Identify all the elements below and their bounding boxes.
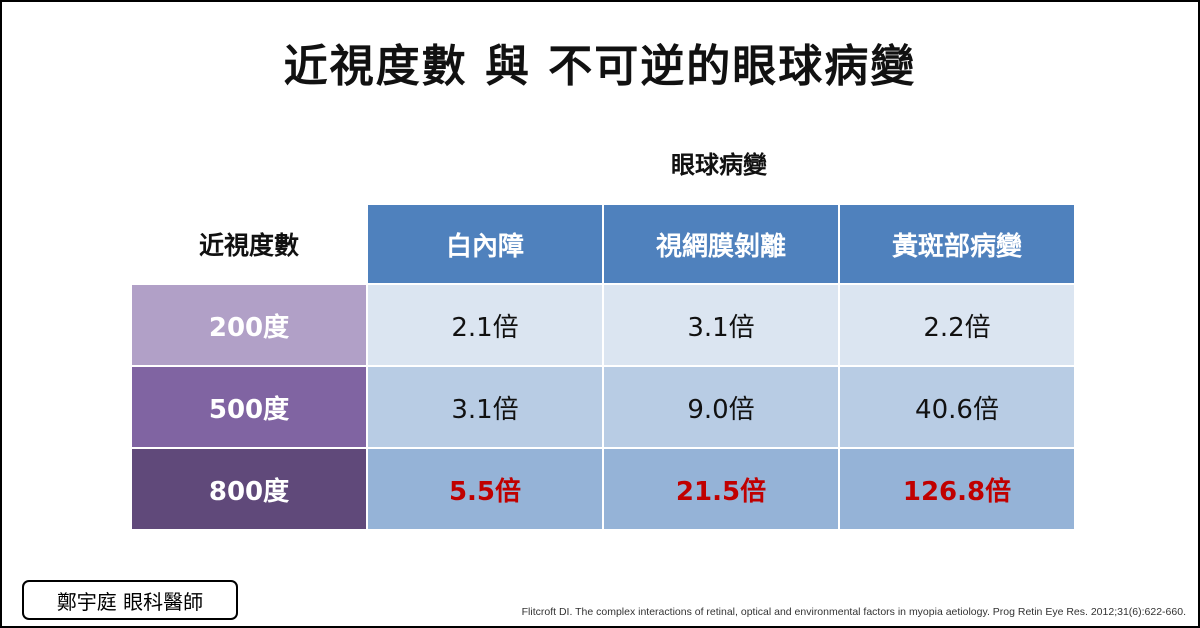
citation: Flitcroft DI. The complex interactions o… (521, 606, 1186, 618)
table-row: 500度 3.1倍 9.0倍 40.6倍 (132, 366, 1074, 449)
column-header-retinal-detachment: 視網膜剝離 (602, 205, 839, 285)
table-cell-highlight: 5.5倍 (366, 448, 603, 531)
table-cell: 3.1倍 (602, 284, 839, 367)
table-cell: 9.0倍 (602, 366, 839, 449)
table-cell-highlight: 126.8倍 (838, 448, 1074, 531)
author-badge: 鄭宇庭 眼科醫師 (22, 580, 238, 620)
table-header-row: 白內障 視網膜剝離 黃斑部病變 (132, 205, 1074, 285)
row-label-200: 200度 (132, 284, 367, 367)
column-header-macular-degeneration: 黃斑部病變 (838, 205, 1074, 285)
row-label-800: 800度 (132, 448, 367, 531)
table-cell: 3.1倍 (366, 366, 603, 449)
table-cell-highlight: 21.5倍 (602, 448, 839, 531)
table-cell: 2.1倍 (366, 284, 603, 367)
table-row: 800度 5.5倍 21.5倍 126.8倍 (132, 448, 1074, 531)
table-row: 200度 2.1倍 3.1倍 2.2倍 (132, 284, 1074, 367)
column-header-cataract: 白內障 (366, 205, 603, 285)
row-label-500: 500度 (132, 366, 367, 449)
row-header-label: 近視度數 (198, 231, 299, 260)
group-header: 眼球病變 (671, 151, 767, 179)
table-cell: 2.2倍 (838, 284, 1074, 367)
row-header-label-cell (132, 205, 367, 285)
page-title: 近視度數 與 不可逆的眼球病變 (283, 41, 917, 92)
myopia-risk-table: 白內障 視網膜剝離 黃斑部病變 200度 2.1倍 3.1倍 2.2倍 500度… (132, 205, 1074, 531)
table-cell: 40.6倍 (838, 366, 1074, 449)
